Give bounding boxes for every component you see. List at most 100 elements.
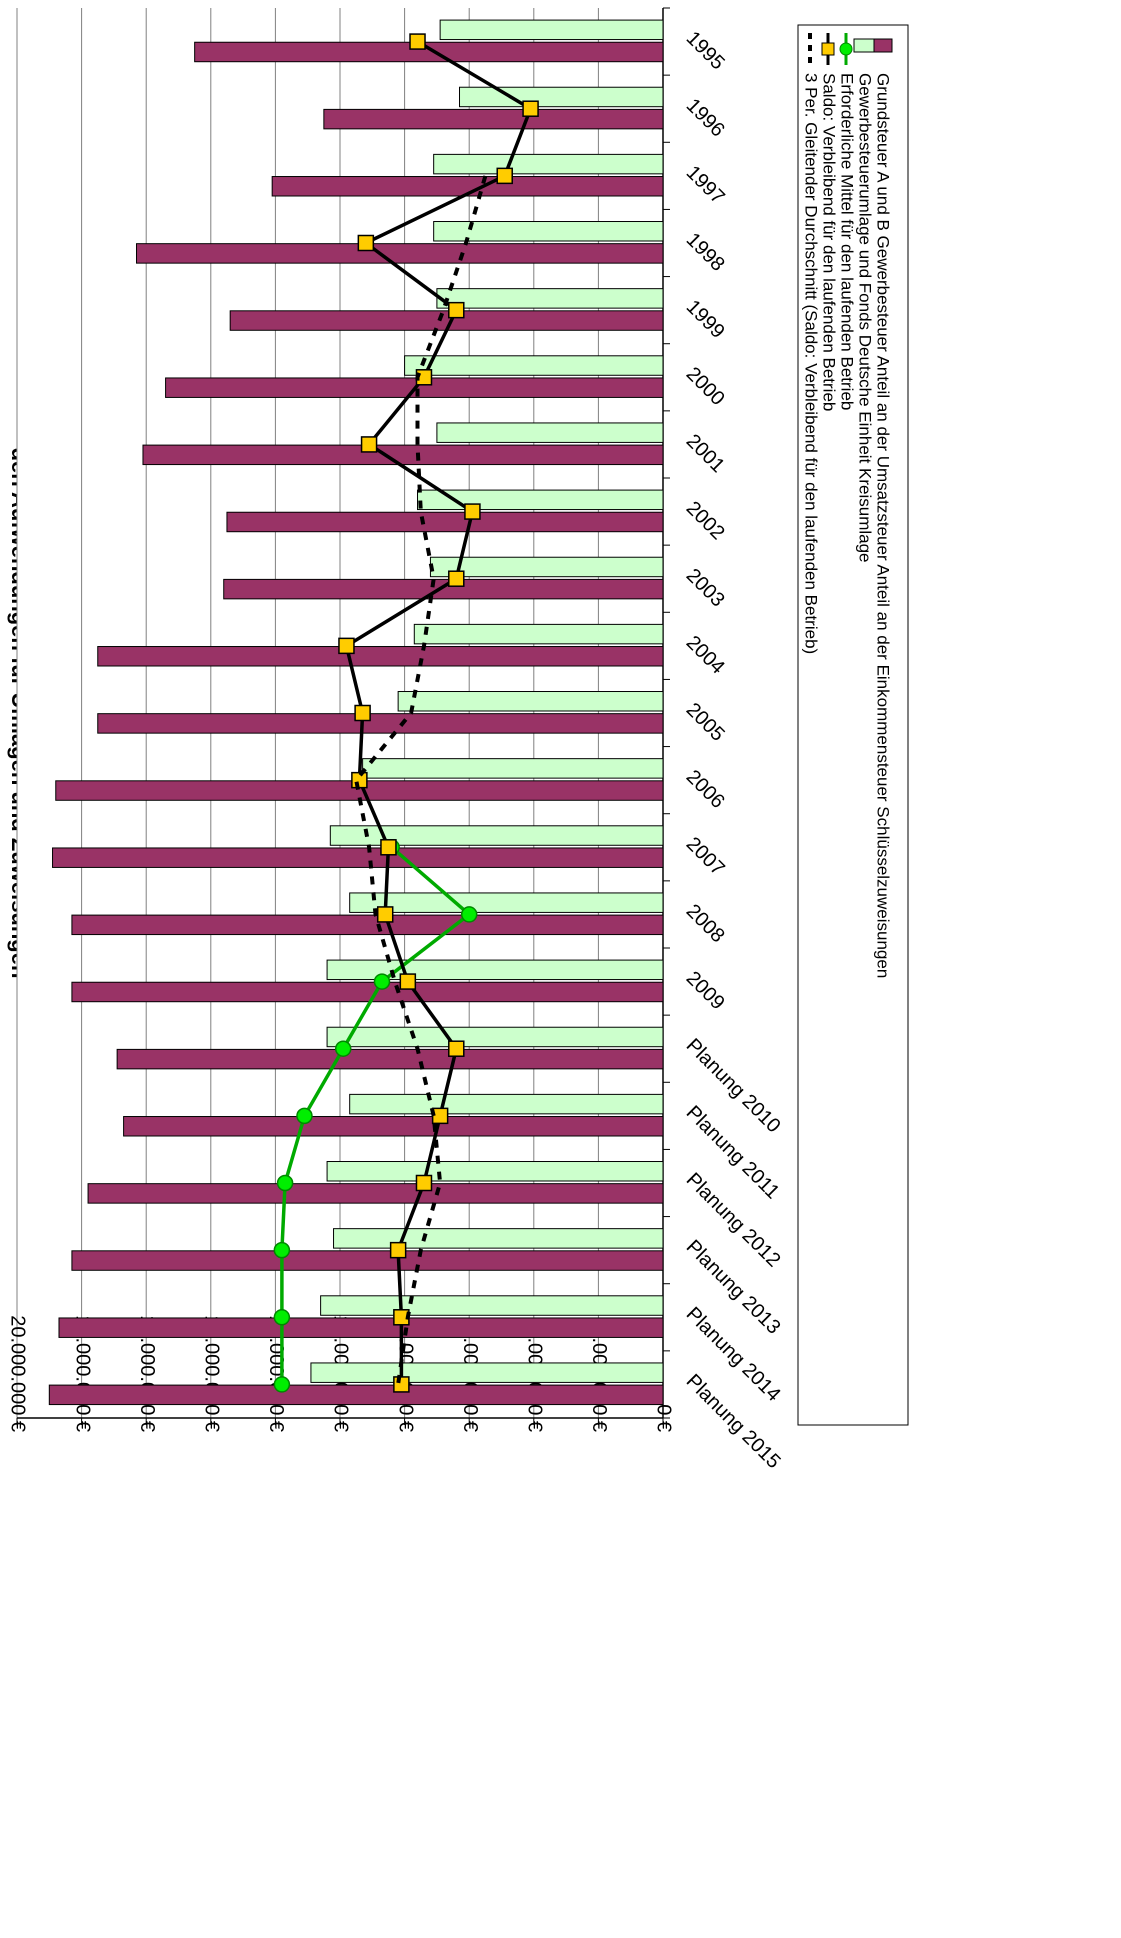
- bar-grundsteuer: [71, 914, 664, 936]
- bar-grundsteuer: [223, 578, 664, 600]
- marker-circle: [276, 1174, 294, 1192]
- bar-umlage: [326, 1026, 664, 1048]
- bar-grundsteuer: [123, 1116, 664, 1137]
- bar-umlage: [433, 221, 664, 242]
- bar-umlage: [404, 355, 664, 376]
- bar-umlage: [436, 288, 664, 309]
- bar-umlage: [362, 758, 664, 779]
- legend-label: Saldo: Verbleibend für den laufenden Bet…: [820, 73, 839, 411]
- category-label: 1995: [682, 27, 729, 74]
- marker-circle: [373, 973, 391, 990]
- marker-square: [496, 167, 513, 185]
- bar-grundsteuer: [71, 981, 664, 1003]
- marker-square: [360, 436, 378, 453]
- marker-square: [448, 301, 465, 319]
- bar-umlage: [397, 691, 664, 712]
- marker-square: [448, 1040, 465, 1057]
- legend-label: 3 Per. Gleitender Durchschnitt (Saldo: V…: [802, 73, 821, 654]
- marker-square: [376, 906, 394, 923]
- category-label: 2005: [682, 699, 729, 746]
- category-label: 1998: [682, 229, 729, 276]
- bar-umlage: [349, 892, 664, 913]
- bar-umlage: [429, 556, 664, 578]
- bar-umlage: [329, 825, 664, 846]
- marker-square: [351, 771, 368, 789]
- bar-umlage: [349, 1093, 664, 1115]
- marker-square: [448, 570, 465, 587]
- bar-umlage: [413, 623, 664, 645]
- category-label: 2004: [682, 632, 729, 679]
- category-label: 2002: [682, 497, 729, 544]
- legend-marker: [839, 42, 853, 56]
- category-label: 2007: [682, 833, 729, 880]
- bar-grundsteuer: [87, 1183, 664, 1204]
- legend-label: Grundsteuer A und B Gewerbesteuer Anteil…: [874, 73, 893, 978]
- bar-grundsteuer: [142, 444, 664, 466]
- legend-box: Grundsteuer A und B Gewerbesteuer Anteil…: [797, 24, 909, 1426]
- bar-grundsteuer: [323, 108, 664, 130]
- bar-grundsteuer: [271, 176, 664, 197]
- bar-umlage: [439, 19, 664, 41]
- marker-square: [399, 973, 417, 990]
- bar-umlage: [326, 1161, 664, 1182]
- category-label: 2000: [682, 363, 729, 410]
- marker-square: [389, 1241, 407, 1259]
- category-label: 2001: [682, 430, 729, 477]
- category-label: 1999: [682, 296, 729, 343]
- marker-square: [464, 503, 481, 520]
- bar-grundsteuer: [194, 41, 664, 63]
- marker-square: [415, 1174, 433, 1192]
- bar-grundsteuer: [71, 1250, 664, 1271]
- category-label: 2006: [682, 766, 729, 813]
- marker-square: [409, 33, 426, 50]
- bar-grundsteuer: [52, 847, 664, 868]
- category-label: 2008: [682, 900, 729, 947]
- marker-square: [431, 1107, 449, 1125]
- marker-circle: [334, 1040, 352, 1057]
- bar-grundsteuer: [226, 511, 664, 533]
- bar-grundsteuer: [136, 243, 664, 264]
- value-tick-label: 20.000.000 €: [7, 1315, 29, 1432]
- marker-circle: [460, 906, 478, 923]
- bar-grundsteuer: [97, 713, 664, 734]
- bar-grundsteuer: [97, 646, 664, 667]
- plot-area: 0 €2.000.000 €4.000.000 €6.000.000 €8.00…: [7, 7, 785, 1473]
- legend-item: Gewerbesteuerumlage und Fonds Deutsche E…: [853, 38, 875, 563]
- bar-umlage: [436, 422, 664, 443]
- moving-average-line: [354, 175, 488, 1385]
- marker-square: [357, 234, 375, 252]
- marker-square: [338, 637, 355, 655]
- legend: Grundsteuer A und B Gewerbesteuer Anteil…: [797, 24, 909, 1426]
- category-label: 2003: [682, 564, 729, 611]
- marker-circle: [273, 1309, 291, 1326]
- marker-circle: [273, 1376, 291, 1393]
- legend-item: Saldo: Verbleibend für den laufenden Bet…: [820, 33, 839, 411]
- bar-umlage: [320, 1295, 664, 1316]
- marker-square: [393, 1376, 410, 1393]
- bar-grundsteuer: [116, 1048, 664, 1070]
- marker-square: [380, 839, 397, 856]
- legend-frame: [797, 24, 909, 1426]
- legend-swatch: [871, 38, 893, 53]
- marker-square: [522, 100, 539, 117]
- category-label: 2009: [682, 967, 729, 1014]
- marker-circle: [273, 1241, 291, 1259]
- marker-circle: [296, 1107, 313, 1125]
- bar-grundsteuer: [48, 1384, 664, 1406]
- category-label: 1997: [682, 162, 729, 209]
- legend-marker: [821, 42, 835, 56]
- legend-item: 3 Per. Gleitender Durchschnitt (Saldo: V…: [802, 33, 821, 654]
- bar-umlage: [310, 1362, 664, 1383]
- legend-swatch: [853, 38, 875, 53]
- bar-umlage: [459, 86, 664, 108]
- category-label: 1996: [682, 94, 729, 141]
- marker-square: [354, 704, 371, 722]
- legend-item: Erforderliche Mittel für den laufenden B…: [838, 33, 857, 410]
- legend-label: Erforderliche Mittel für den laufenden B…: [838, 73, 857, 410]
- bar-umlage: [433, 153, 664, 175]
- legend-label: Gewerbesteuerumlage und Fonds Deutsche E…: [856, 73, 875, 563]
- bar-grundsteuer: [58, 1317, 664, 1338]
- bar-umlage: [333, 1228, 664, 1249]
